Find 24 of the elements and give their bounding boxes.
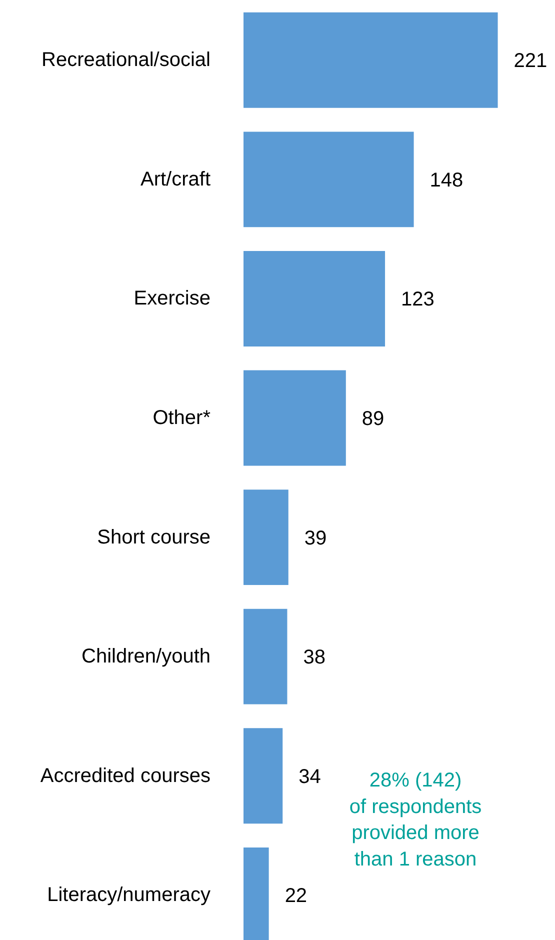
y-tick-label: Recreational/social <box>42 49 211 72</box>
bar <box>244 370 346 466</box>
bar <box>244 132 414 228</box>
bar <box>244 728 283 824</box>
y-tick-label: Exercise <box>134 288 211 310</box>
y-tick-label: Literacy/numeracy <box>47 884 211 906</box>
data-label: 89 <box>362 408 384 430</box>
data-label: 22 <box>284 885 308 908</box>
bar <box>244 490 288 586</box>
bar <box>244 12 498 108</box>
y-tick-label: Accredited courses <box>40 764 210 787</box>
data-label: 123 <box>401 288 434 311</box>
y-tick-label: Other* <box>152 407 211 430</box>
y-tick-label: Short course <box>97 526 210 548</box>
data-label: 39 <box>304 527 327 550</box>
annotation: 28% (142) of respondents provided more than 1 reason <box>349 769 482 871</box>
bar <box>244 608 288 704</box>
data-label: 38 <box>303 646 326 669</box>
y-tick-label: Art/craft <box>140 168 211 190</box>
bar <box>244 251 386 346</box>
data-label: 221 <box>514 50 548 72</box>
data-label: 34 <box>298 766 321 788</box>
data-label: 148 <box>430 169 464 192</box>
y-tick-label: Children/youth <box>82 646 211 668</box>
